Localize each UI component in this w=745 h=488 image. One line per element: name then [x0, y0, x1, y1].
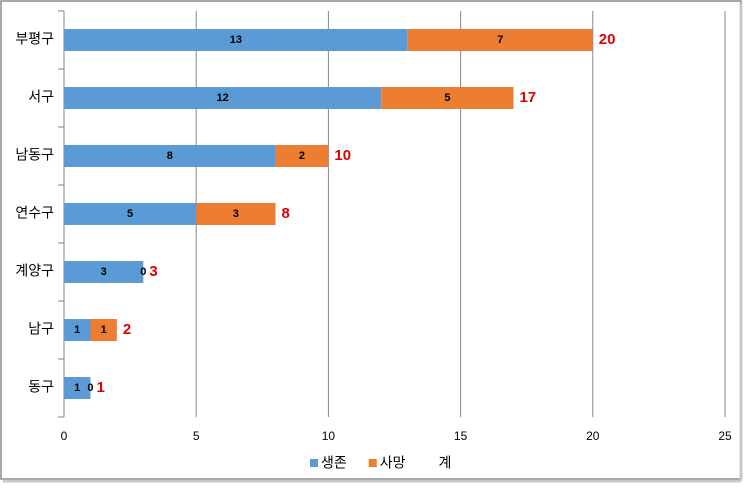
data-label: 3: [233, 208, 239, 220]
total-label: 2: [123, 321, 131, 338]
total-label: 17: [519, 89, 536, 106]
data-label: 2: [299, 150, 305, 162]
x-tick-label: 25: [718, 429, 732, 443]
data-label: 12: [217, 92, 229, 104]
y-tick-label: 서구: [28, 89, 54, 105]
bar-segment: [381, 87, 514, 109]
data-label: 1: [101, 324, 107, 336]
total-label: 3: [149, 263, 157, 280]
bar-segment: [64, 29, 408, 51]
legend-marker: [310, 459, 318, 467]
legend-label: 사망: [380, 455, 406, 471]
data-label: 1: [74, 324, 80, 336]
bar-segment: [64, 261, 144, 283]
y-tick-label: 남동구: [15, 147, 54, 163]
data-label: 3: [101, 266, 107, 278]
bar-segment: [64, 145, 276, 167]
y-tick-label: 부평구: [15, 31, 54, 47]
data-label: 7: [497, 34, 503, 46]
data-label: 1: [74, 382, 80, 394]
y-tick-label: 남구: [28, 321, 54, 337]
y-tick-label: 동구: [28, 379, 54, 395]
bar-segment: [64, 87, 382, 109]
total-label: 10: [334, 147, 351, 164]
data-label: 13: [230, 34, 242, 46]
legend-label: 생존: [321, 455, 347, 471]
legend-marker: [368, 459, 377, 467]
x-tick-label: 20: [586, 429, 600, 443]
x-tick-label: 5: [193, 429, 200, 443]
data-label: 8: [167, 150, 173, 162]
total-label: 20: [599, 31, 616, 48]
data-label: 5: [127, 208, 133, 220]
x-tick-label: 10: [322, 429, 336, 443]
data-label: 0: [87, 382, 93, 394]
bar-segment: [196, 203, 276, 225]
bar-segment: [64, 319, 91, 341]
total-label: 8: [282, 205, 290, 222]
bar-segment: [407, 29, 593, 51]
bar-segment: [64, 377, 91, 399]
chart-border: [0, 0, 742, 480]
y-tick-label: 계양구: [15, 263, 54, 279]
y-tick-label: 연수구: [15, 205, 54, 221]
data-label: 5: [444, 92, 450, 104]
legend-label: 계: [439, 455, 452, 471]
bar-segment: [64, 203, 197, 225]
bar-segment: [90, 319, 117, 341]
data-label: 0: [140, 266, 146, 278]
x-tick-label: 0: [61, 429, 68, 443]
x-tick-label: 15: [454, 429, 468, 443]
bar-segment: [275, 145, 329, 167]
total-label: 1: [96, 379, 104, 396]
